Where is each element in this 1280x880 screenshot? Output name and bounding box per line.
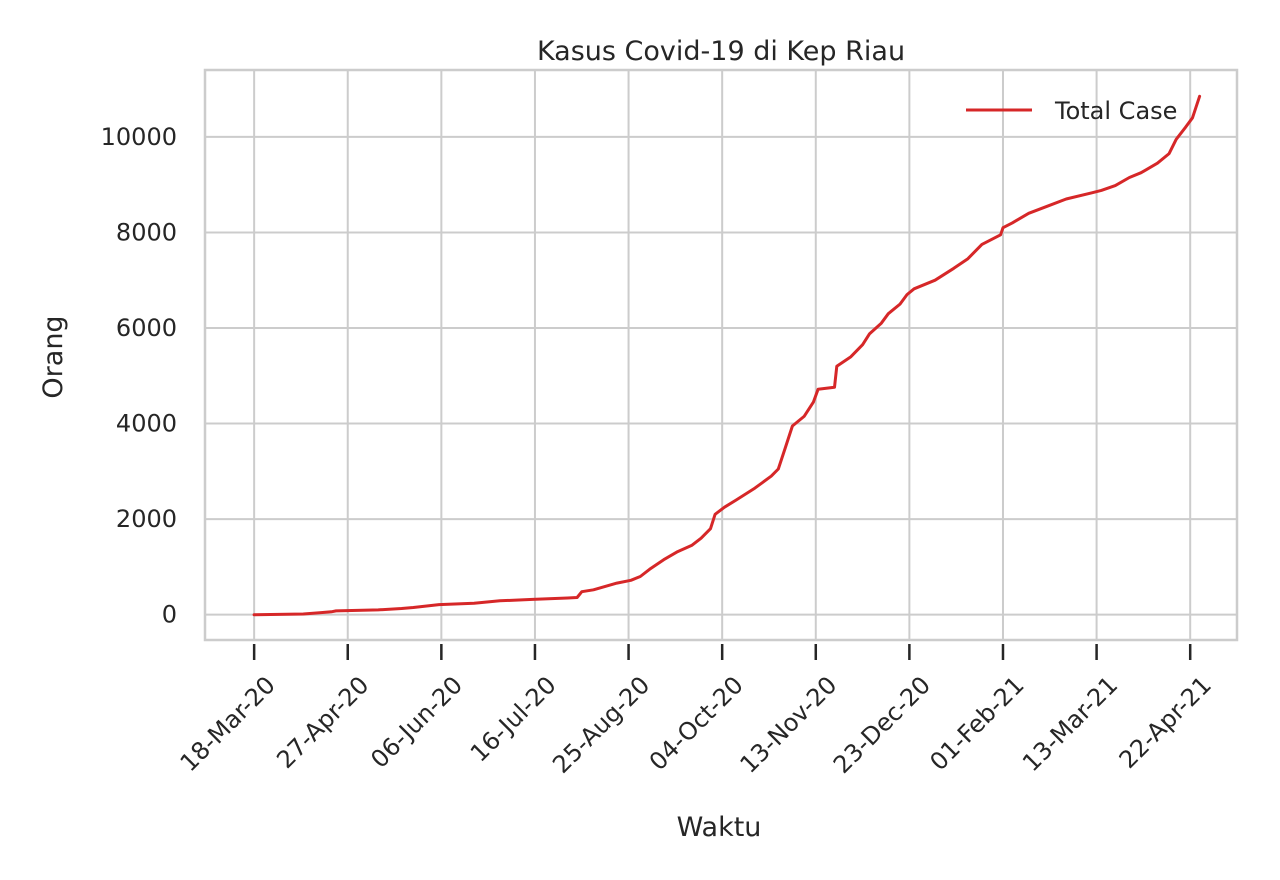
y-tick-label: 0 <box>162 601 177 629</box>
x-tick-label: 04-Oct-20 <box>644 671 749 776</box>
y-axis-label: Orang <box>38 315 69 398</box>
legend: Total Case <box>966 97 1177 125</box>
series-layer <box>252 94 1202 617</box>
x-tick-label: 27-Apr-20 <box>271 671 374 774</box>
gridlines <box>205 70 1237 640</box>
y-tick-label: 8000 <box>116 218 177 246</box>
x-axis-ticks: 18-Mar-2027-Apr-2006-Jun-2016-Jul-2025-A… <box>175 644 1217 779</box>
x-tick-label: 23-Dec-20 <box>828 671 936 779</box>
x-tick-label: 06-Jun-20 <box>365 671 468 774</box>
y-tick-label: 2000 <box>116 505 177 533</box>
x-tick-label: 22-Apr-21 <box>1114 671 1217 774</box>
y-tick-label: 10000 <box>101 123 177 151</box>
chart-title: Kasus Covid-19 di Kep Riau <box>537 36 905 67</box>
x-tick-label: 25-Aug-20 <box>547 671 655 779</box>
y-axis-ticks: 0 2000 4000 6000 8000 10000 <box>101 123 177 629</box>
x-tick-label: 13-Nov-20 <box>735 671 843 779</box>
legend-label: Total Case <box>1054 97 1177 125</box>
y-tick-label: 6000 <box>116 314 177 342</box>
y-tick-label: 4000 <box>116 410 177 438</box>
x-axis-label: Waktu <box>677 812 762 843</box>
plot-frame <box>203 68 1239 642</box>
x-tick-label: 01-Feb-21 <box>924 671 1029 776</box>
x-tick-label: 16-Jul-20 <box>465 671 562 768</box>
x-tick-label: 18-Mar-20 <box>175 671 281 777</box>
series-line-total-case <box>252 94 1202 617</box>
x-tick-label: 13-Mar-21 <box>1017 671 1123 777</box>
